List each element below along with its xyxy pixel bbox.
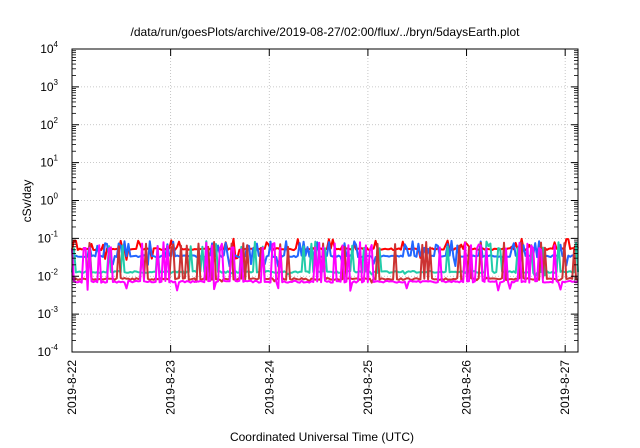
series-line xyxy=(71,241,579,292)
y-tick-base: 10 xyxy=(38,307,52,321)
data-series xyxy=(71,237,579,292)
x-axis-ticks: 2019-8-22 2019-8-23 2019-8-24 2019-8-25 2019… xyxy=(65,360,572,415)
y-tick-label: 10-4 xyxy=(38,343,59,359)
y-tick-exponent: 0 xyxy=(54,192,59,201)
y-tick-base: 10 xyxy=(40,42,54,56)
y-tick-exponent: 2 xyxy=(54,116,59,125)
y-tick-exponent: 1 xyxy=(54,154,59,163)
x-axis-label: Coordinated Universal Time (UTC) xyxy=(230,430,414,444)
y-tick-label: 10-1 xyxy=(38,229,59,245)
grid xyxy=(72,49,578,352)
y-tick-label: 102 xyxy=(40,116,58,132)
y-tick-label: 100 xyxy=(40,192,58,208)
x-tick-label: 2019-8-23 xyxy=(164,360,178,415)
y-tick-base: 10 xyxy=(40,118,54,132)
y-tick-label: 103 xyxy=(40,78,58,94)
x-tick-label: 2019-8-27 xyxy=(558,360,572,415)
y-tick-label: 104 xyxy=(40,40,58,56)
y-tick-exponent: -2 xyxy=(51,267,59,276)
y-tick-exponent: 3 xyxy=(54,78,59,87)
y-tick-exponent: -4 xyxy=(51,343,59,352)
plot-border xyxy=(71,48,579,353)
y-tick-label: 101 xyxy=(40,154,58,170)
y-tick-exponent: -1 xyxy=(51,229,59,238)
y-tick-base: 10 xyxy=(38,345,52,359)
x-tick-label: 2019-8-24 xyxy=(262,360,276,415)
y-tick-base: 10 xyxy=(38,269,52,283)
y-tick-exponent: -3 xyxy=(51,305,59,314)
y-tick-label: 10-2 xyxy=(38,267,59,283)
y-axis-label: cSv/day xyxy=(20,180,34,223)
chart-title: /data/run/goesPlots/archive/2019-08-27/0… xyxy=(131,25,521,39)
y-tick-base: 10 xyxy=(40,80,54,94)
plot-frame xyxy=(71,48,579,353)
x-tick-label: 2019-8-25 xyxy=(361,360,375,415)
y-tick-exponent: 4 xyxy=(54,40,59,49)
x-tick-label: 2019-8-26 xyxy=(460,360,474,415)
y-tick-label: 10-3 xyxy=(38,305,59,321)
y-tick-base: 10 xyxy=(40,156,54,170)
y-tick-base: 10 xyxy=(40,194,54,208)
y-tick-base: 10 xyxy=(38,231,52,245)
x-tick-label: 2019-8-22 xyxy=(65,360,79,415)
